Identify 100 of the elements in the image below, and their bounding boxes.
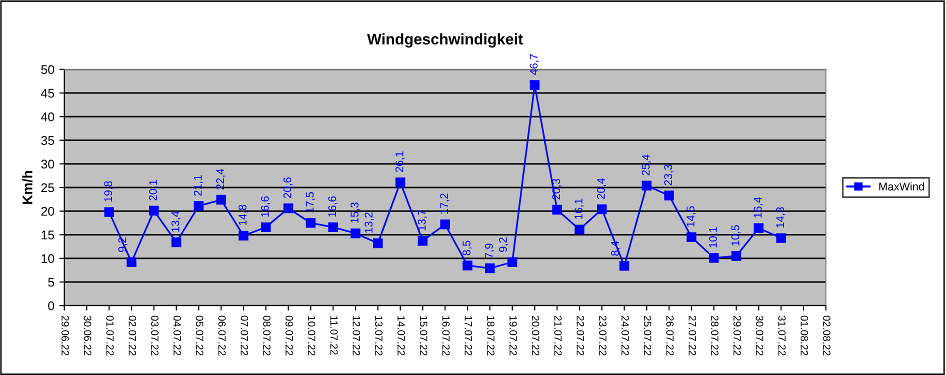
y-tick-label: 5 xyxy=(48,278,54,287)
x-tick-label: 01.07.22 xyxy=(106,316,114,356)
point xyxy=(216,194,226,205)
x-tick-label: 31.07.22 xyxy=(778,316,786,356)
y-tick-label: 35 xyxy=(41,136,54,145)
point xyxy=(619,261,630,271)
data-label: 19,8 xyxy=(104,181,114,202)
point xyxy=(149,206,159,216)
x-tick-label: 22.07.22 xyxy=(576,316,584,356)
data-label: 20,6 xyxy=(283,177,293,198)
data-label: 14,5 xyxy=(686,206,696,227)
point xyxy=(373,238,383,248)
data-label: 10,5 xyxy=(731,225,741,246)
point xyxy=(776,233,786,243)
data-label: 14,3 xyxy=(776,207,786,228)
point xyxy=(507,257,518,268)
x-tick-label: 09.07.22 xyxy=(286,316,293,356)
x-tick-label: 02.07.22 xyxy=(128,316,136,356)
point xyxy=(238,230,248,241)
data-label: 22,4 xyxy=(216,168,226,190)
x-tick-label: 15.07.22 xyxy=(420,316,428,356)
point xyxy=(709,253,719,263)
y-tick-label: 45 xyxy=(40,88,54,98)
point xyxy=(642,180,652,190)
point xyxy=(395,177,406,188)
point xyxy=(485,263,495,274)
x-tick-label: 01.08.22 xyxy=(800,316,808,356)
x-tick-label: 03.07.22 xyxy=(151,316,158,356)
data-label: 8,5 xyxy=(462,240,472,256)
x-tick-label: 05.07.22 xyxy=(196,316,204,356)
data-label: 46,7 xyxy=(530,54,539,75)
point xyxy=(261,222,271,232)
x-tick-label: 30.06.22 xyxy=(84,316,92,356)
point xyxy=(686,232,696,242)
data-label: 13,2 xyxy=(364,212,374,233)
legend-label: MaxWind xyxy=(879,182,924,190)
data-label: 13,4 xyxy=(171,211,181,232)
point xyxy=(754,223,764,233)
y-tick-label: 50 xyxy=(41,65,54,74)
point xyxy=(350,228,360,238)
data-label: 17,5 xyxy=(306,192,315,212)
point xyxy=(597,204,607,214)
x-tick-label: 13.07.22 xyxy=(375,316,382,356)
data-label: 20,4 xyxy=(596,178,606,199)
point xyxy=(104,207,114,217)
point xyxy=(462,260,472,270)
x-tick-label: 02.08.22 xyxy=(823,316,830,356)
data-label: 10,1 xyxy=(708,227,718,248)
data-label: 23,3 xyxy=(664,164,674,186)
x-tick-label: 04.07.22 xyxy=(174,316,181,356)
y-tick-label: 30 xyxy=(41,160,54,169)
x-tick-label: 08.07.22 xyxy=(263,316,270,356)
x-tick-label: 29.07.22 xyxy=(733,316,741,356)
y-tick-label: 0 xyxy=(48,301,54,310)
x-tick-label: 16.07.22 xyxy=(442,316,450,356)
x-tick-label: 17.07.22 xyxy=(464,316,472,356)
data-label: 16,6 xyxy=(261,196,270,217)
data-label: 16,6 xyxy=(328,196,338,217)
point xyxy=(194,201,204,211)
point xyxy=(171,237,182,248)
y-tick-label: 25 xyxy=(41,183,54,192)
x-tick-label: 18.07.22 xyxy=(487,316,494,356)
x-tick-label: 21.07.22 xyxy=(554,316,562,356)
x-tick-label: 30.07.22 xyxy=(756,316,764,356)
point xyxy=(552,204,562,215)
x-tick-label: 25.07.22 xyxy=(644,316,652,356)
data-label: 16,1 xyxy=(574,198,584,219)
data-label: 7,9 xyxy=(485,244,494,258)
data-label: 14,8 xyxy=(238,204,248,226)
y-axis-title: Km/h xyxy=(22,171,33,204)
x-tick-label: 19.07.22 xyxy=(509,316,517,356)
x-tick-label: 12.07.22 xyxy=(352,316,360,356)
x-tick-label: 23.07.22 xyxy=(599,316,606,356)
x-tick-label: 28.07.22 xyxy=(711,316,718,356)
x-tick-label: 29.06.22 xyxy=(62,316,69,356)
data-label: 9,2 xyxy=(499,238,508,252)
point xyxy=(328,222,338,232)
point xyxy=(440,219,450,230)
x-tick-label: 07.07.22 xyxy=(240,316,248,356)
x-tick-label: 11.07.22 xyxy=(330,316,338,355)
x-tick-label: 10.07.22 xyxy=(308,316,316,356)
x-tick-label: 14.07.22 xyxy=(398,316,405,356)
x-tick-label: 24.07.22 xyxy=(621,316,629,356)
y-tick-label: 15 xyxy=(42,230,54,240)
point xyxy=(306,218,316,228)
y-tick-label: 20 xyxy=(41,206,54,216)
point xyxy=(664,190,674,200)
point xyxy=(731,251,742,261)
point xyxy=(283,203,294,214)
y-tick-label: 40 xyxy=(40,112,54,122)
x-tick-label: 06.07.22 xyxy=(218,316,226,356)
data-label: 21,1 xyxy=(194,175,204,196)
data-label: 15,3 xyxy=(350,202,360,223)
point xyxy=(574,224,584,234)
data-label: 13,7 xyxy=(418,210,427,230)
point xyxy=(530,80,540,90)
chart-title: Windgeschwindigkeit xyxy=(367,33,523,48)
y-tick-label: 10 xyxy=(42,254,54,264)
data-label: 17,2 xyxy=(440,194,450,214)
data-label: 16,4 xyxy=(754,197,763,218)
